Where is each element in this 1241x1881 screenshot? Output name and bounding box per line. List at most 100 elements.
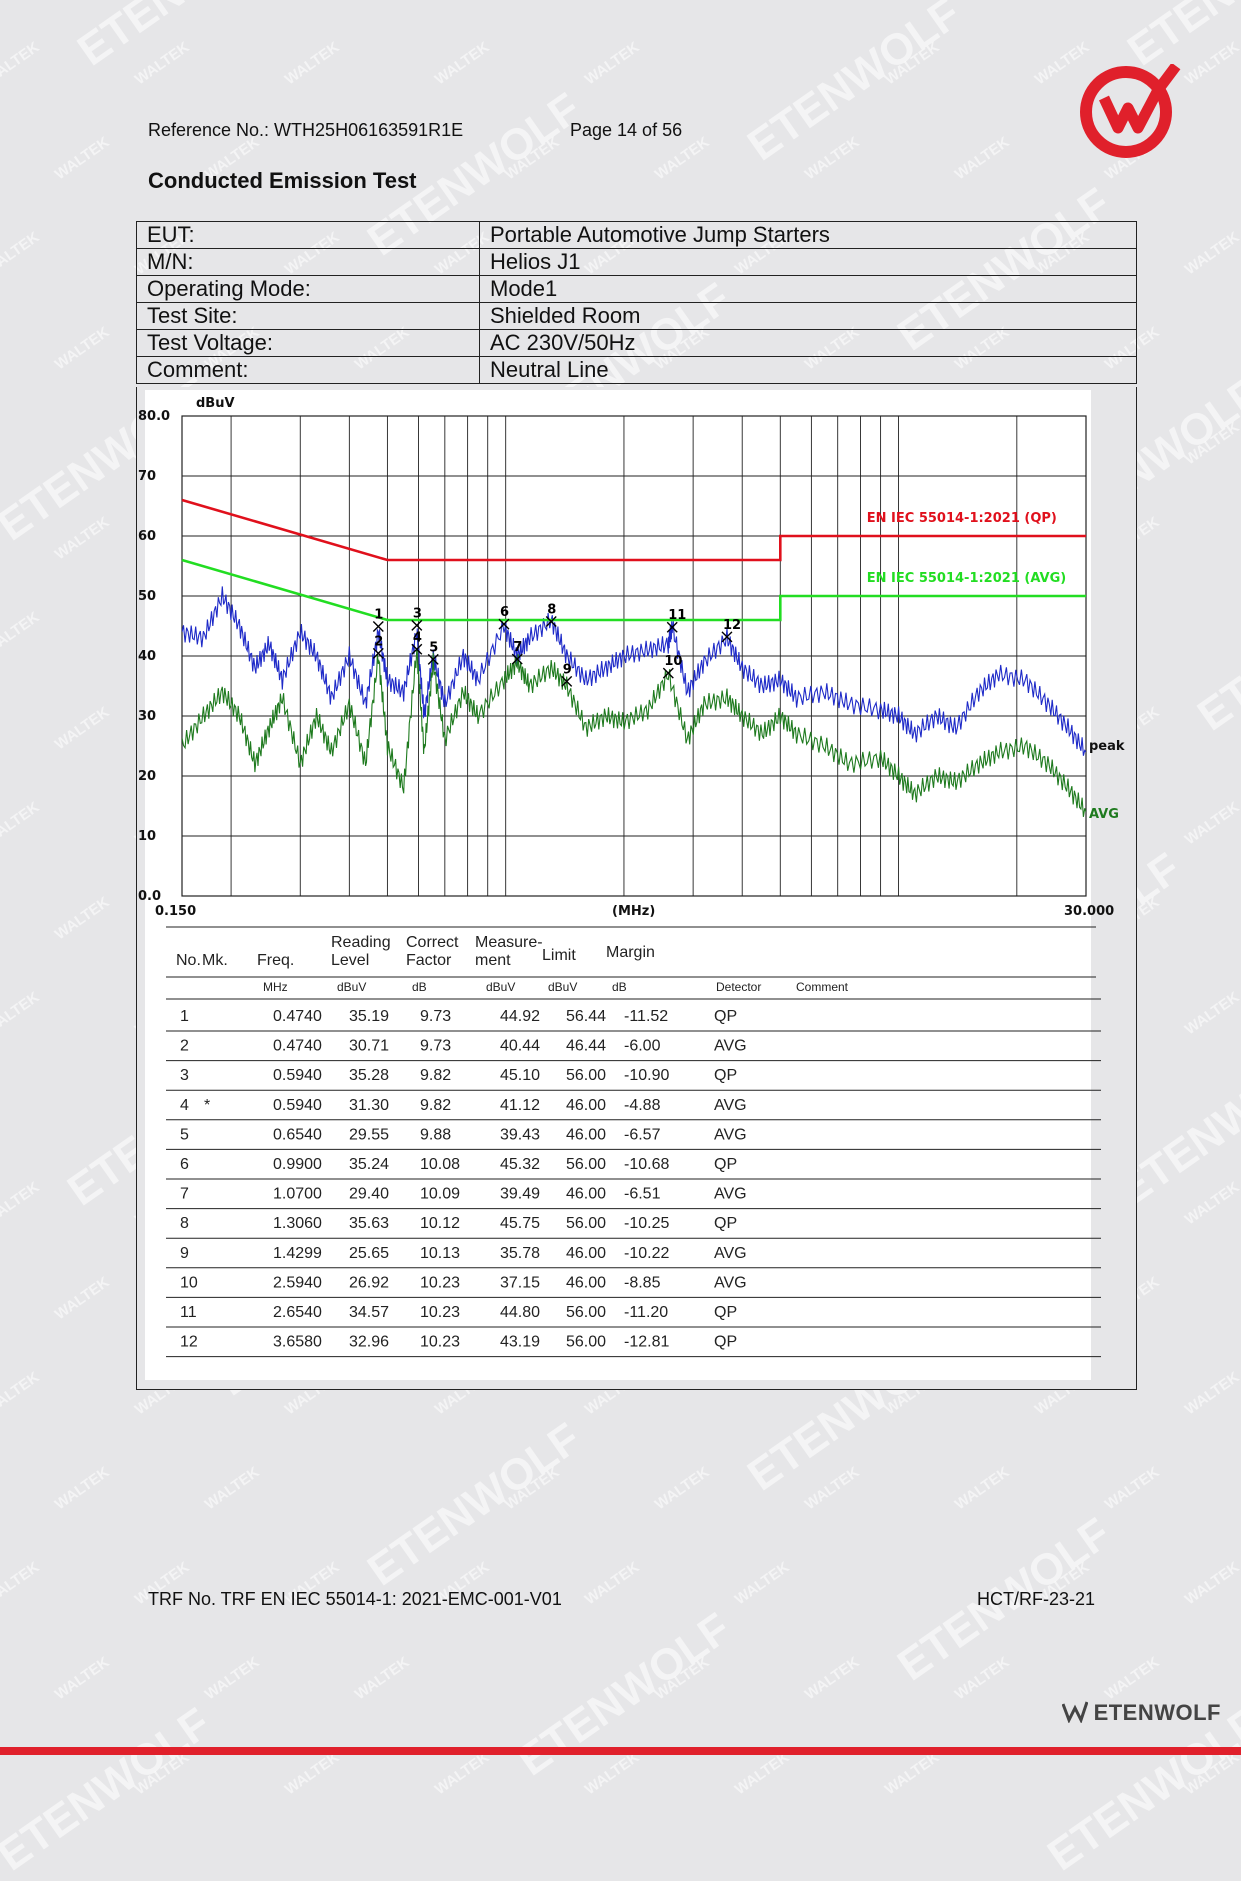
watermark-text: WALTEK (131, 38, 192, 89)
table-cell: 56.00 (566, 1067, 606, 1084)
y-tick-label: 30 (138, 709, 156, 724)
table-cell: -10.90 (624, 1067, 669, 1084)
table-cell: 46.00 (566, 1274, 606, 1291)
table-cell: 44.80 (500, 1304, 540, 1321)
watermark-text: WALTEK (0, 798, 42, 849)
watermark-text: WALTEK (51, 1273, 112, 1324)
info-row: Test Site: Shielded Room (136, 302, 1137, 330)
marker-label: 9 (563, 662, 572, 677)
watermark-text: WALTEK (1101, 1463, 1162, 1514)
table-cell: * (204, 1097, 210, 1114)
y-axis-label: dBuV (196, 396, 235, 411)
watermark-text: WALTEK (281, 1748, 342, 1799)
watermark-text: WALTEK (951, 1653, 1012, 1704)
table-unit: Comment (796, 980, 849, 994)
test-info-table: EUT: Portable Automotive Jump Starters M/N… (136, 221, 1137, 384)
watermark-text: WALTEK (581, 1558, 642, 1609)
table-cell: 2.5940 (273, 1274, 322, 1291)
table-cell: 5 (180, 1126, 189, 1143)
table-cell: 35.78 (500, 1245, 540, 1262)
watermark-text: WALTEK (801, 133, 862, 184)
waltek-logo (1080, 64, 1181, 158)
table-cell: 1 (180, 1008, 189, 1025)
table-cell: 56.00 (566, 1156, 606, 1173)
series-label: peak (1089, 739, 1125, 754)
table-cell: 35.28 (349, 1067, 389, 1084)
watermark-text: WALTEK (951, 133, 1012, 184)
table-cell: AVG (714, 1186, 747, 1203)
watermark-text: WALTEK (801, 1653, 862, 1704)
table-header: Mk. (202, 952, 228, 969)
table-cell: 41.12 (500, 1097, 540, 1114)
table-cell: 35.24 (349, 1156, 389, 1173)
table-cell: 40.44 (500, 1038, 540, 1055)
table-cell: AVG (714, 1038, 747, 1055)
info-row: Operating Mode: Mode1 (136, 275, 1137, 303)
watermark-text: WALTEK (881, 38, 942, 89)
watermark-text: WALTEK (431, 1748, 492, 1799)
table-cell: 0.4740 (273, 1038, 322, 1055)
info-value: Portable Automotive Jump Starters (479, 221, 1137, 249)
table-cell: 10.13 (420, 1245, 460, 1262)
table-cell: 2 (180, 1038, 189, 1055)
table-unit: dBuV (486, 980, 515, 994)
table-cell: QP (714, 1067, 737, 1084)
watermark-text: WALTEK (1181, 1178, 1241, 1229)
watermark-text: WALTEK (581, 1748, 642, 1799)
watermark-text: WALTEK (281, 38, 342, 89)
y-tick-label: 60 (138, 529, 156, 544)
table-cell: 1.0700 (273, 1186, 322, 1203)
watermark-text: WALTEK (881, 1748, 942, 1799)
marker-x (372, 620, 384, 632)
table-cell: 45.10 (500, 1067, 540, 1084)
table-header: Measure-ment (475, 934, 543, 969)
info-label: M/N: (136, 248, 480, 276)
table-cell: 35.19 (349, 1008, 389, 1025)
x-tick-label: 0.150 (155, 904, 196, 919)
watermark-text: WALTEK (1181, 1558, 1241, 1609)
table-cell: 25.65 (349, 1245, 389, 1262)
table-cell: -6.00 (624, 1038, 661, 1055)
marker-label: 7 (513, 640, 522, 655)
marker-x (411, 619, 423, 631)
y-tick-label: 50 (138, 589, 156, 604)
table-cell: 3.6580 (273, 1334, 322, 1351)
table-cell: -12.81 (624, 1334, 669, 1351)
table-cell: -6.57 (624, 1126, 661, 1143)
brand-name: ETENWOLF (1093, 1700, 1221, 1725)
table-cell: 12 (180, 1334, 198, 1351)
watermark-text: WALTEK (51, 1463, 112, 1514)
limit-line-label: EN IEC 55014-1:2021 (QP) (867, 511, 1057, 526)
marker-x (721, 631, 733, 643)
table-cell: -10.25 (624, 1215, 669, 1232)
info-value: Mode1 (479, 275, 1137, 303)
table-cell: 56.00 (566, 1215, 606, 1232)
table-cell: -6.51 (624, 1186, 661, 1203)
y-tick-label: 70 (138, 469, 156, 484)
table-cell: 35.63 (349, 1215, 389, 1232)
marker-x (666, 621, 678, 633)
marker-x (662, 667, 674, 679)
table-cell: 3 (180, 1067, 189, 1084)
watermark-text: WALTEK (731, 1748, 792, 1799)
table-cell: 44.92 (500, 1008, 540, 1025)
table-cell: AVG (714, 1245, 747, 1262)
series-label: AVG (1089, 807, 1119, 822)
table-unit: dB (412, 980, 427, 994)
table-cell: 10.23 (420, 1304, 460, 1321)
table-cell: 56.44 (566, 1008, 606, 1025)
watermark-text: WALTEK (351, 1653, 412, 1704)
watermark-text: ETENWOLF (508, 1603, 739, 1786)
table-cell: 30.71 (349, 1038, 389, 1055)
table-cell: 0.5940 (273, 1097, 322, 1114)
table-cell: 8 (180, 1215, 189, 1232)
table-cell: 9 (180, 1245, 189, 1262)
watermark-text: WALTEK (1181, 38, 1241, 89)
page-number: Page 14 of 56 (570, 120, 683, 140)
watermark-text: WALTEK (501, 133, 562, 184)
limit-line (181, 498, 1086, 562)
limit-line (181, 558, 1086, 622)
watermark-text: WALTEK (651, 133, 712, 184)
table-cell: 29.55 (349, 1126, 389, 1143)
table-cell: 7 (180, 1186, 189, 1203)
